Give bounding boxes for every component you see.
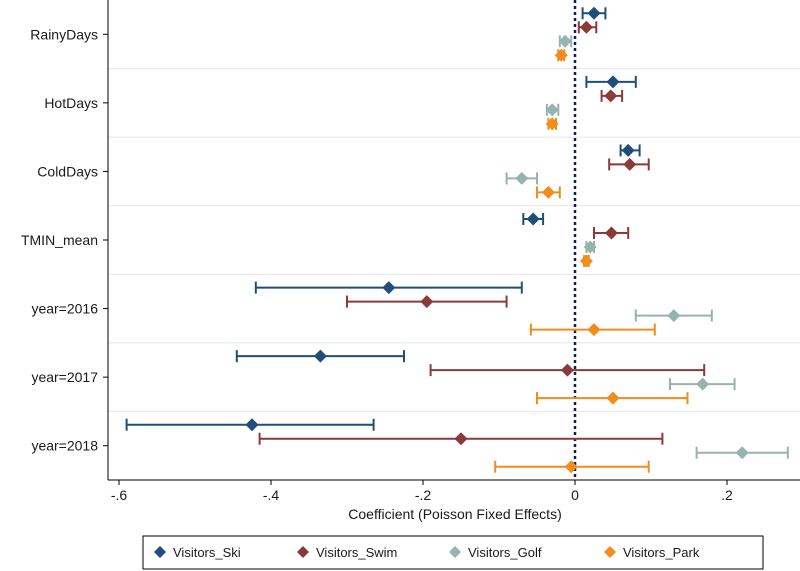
coef-point	[560, 363, 574, 377]
x-tick-label: 0	[571, 487, 579, 503]
x-axis-title: Coefficient (Poisson Fixed Effects)	[348, 506, 561, 522]
coef-point	[604, 226, 618, 240]
legend: Visitors_Ski Visitors_Swim Visitors_Golf Vi…	[142, 535, 764, 570]
axes: RainyDays HotDays ColdDays TMIN_mean year=20…	[21, 0, 800, 503]
coef-point	[587, 6, 601, 20]
coef-point	[579, 20, 593, 34]
coef-point	[454, 432, 468, 446]
coef-point	[735, 446, 749, 460]
coef-point	[545, 103, 559, 117]
coef-point	[541, 185, 555, 199]
x-tick-label: -.2	[415, 487, 432, 503]
coef-point	[382, 281, 396, 295]
coef-point	[623, 157, 637, 171]
y-tick-label: year=2018	[31, 438, 98, 454]
y-tick-label: RainyDays	[30, 26, 98, 42]
gridlines	[108, 68, 800, 412]
coef-point	[604, 89, 618, 103]
coef-point	[621, 143, 635, 157]
coef-point	[245, 418, 259, 432]
series-visitors-golf	[505, 34, 789, 460]
x-tick-label: -.6	[111, 487, 128, 503]
series-visitors-swim	[258, 20, 706, 446]
y-tick-label: year=2016	[31, 301, 98, 317]
legend-label: Visitors_Swim	[316, 545, 397, 560]
coef-point	[558, 34, 572, 48]
legend-marker	[154, 546, 166, 558]
series-marks	[125, 0, 789, 480]
y-tick-label: TMIN_mean	[21, 232, 98, 248]
coef-point	[564, 460, 578, 474]
coef-point	[606, 391, 620, 405]
legend-label: Visitors_Golf	[468, 545, 542, 560]
coef-point	[583, 240, 597, 254]
coef-point	[420, 295, 434, 309]
coef-point	[545, 117, 559, 131]
legend-label: Visitors_Park	[623, 545, 700, 560]
x-tick-label: -.4	[263, 487, 280, 503]
legend-marker	[604, 546, 616, 558]
legend-marker	[449, 546, 461, 558]
y-tick-label: HotDays	[44, 95, 98, 111]
coef-point	[696, 377, 710, 391]
x-tick-label: .2	[721, 487, 733, 503]
coef-point	[587, 323, 601, 337]
series-visitors-ski	[125, 6, 641, 432]
coef-point	[526, 212, 540, 226]
coef-point	[606, 75, 620, 89]
coef-point	[515, 171, 529, 185]
coef-point	[667, 309, 681, 323]
legend-marker	[297, 546, 309, 558]
y-tick-label: ColdDays	[37, 163, 98, 179]
coef-point	[579, 254, 593, 268]
coef-point	[313, 349, 327, 363]
legend-label: Visitors_Ski	[173, 545, 241, 560]
series-visitors-park	[494, 48, 689, 474]
y-tick-label: year=2017	[31, 369, 98, 385]
coef-point	[554, 48, 568, 62]
